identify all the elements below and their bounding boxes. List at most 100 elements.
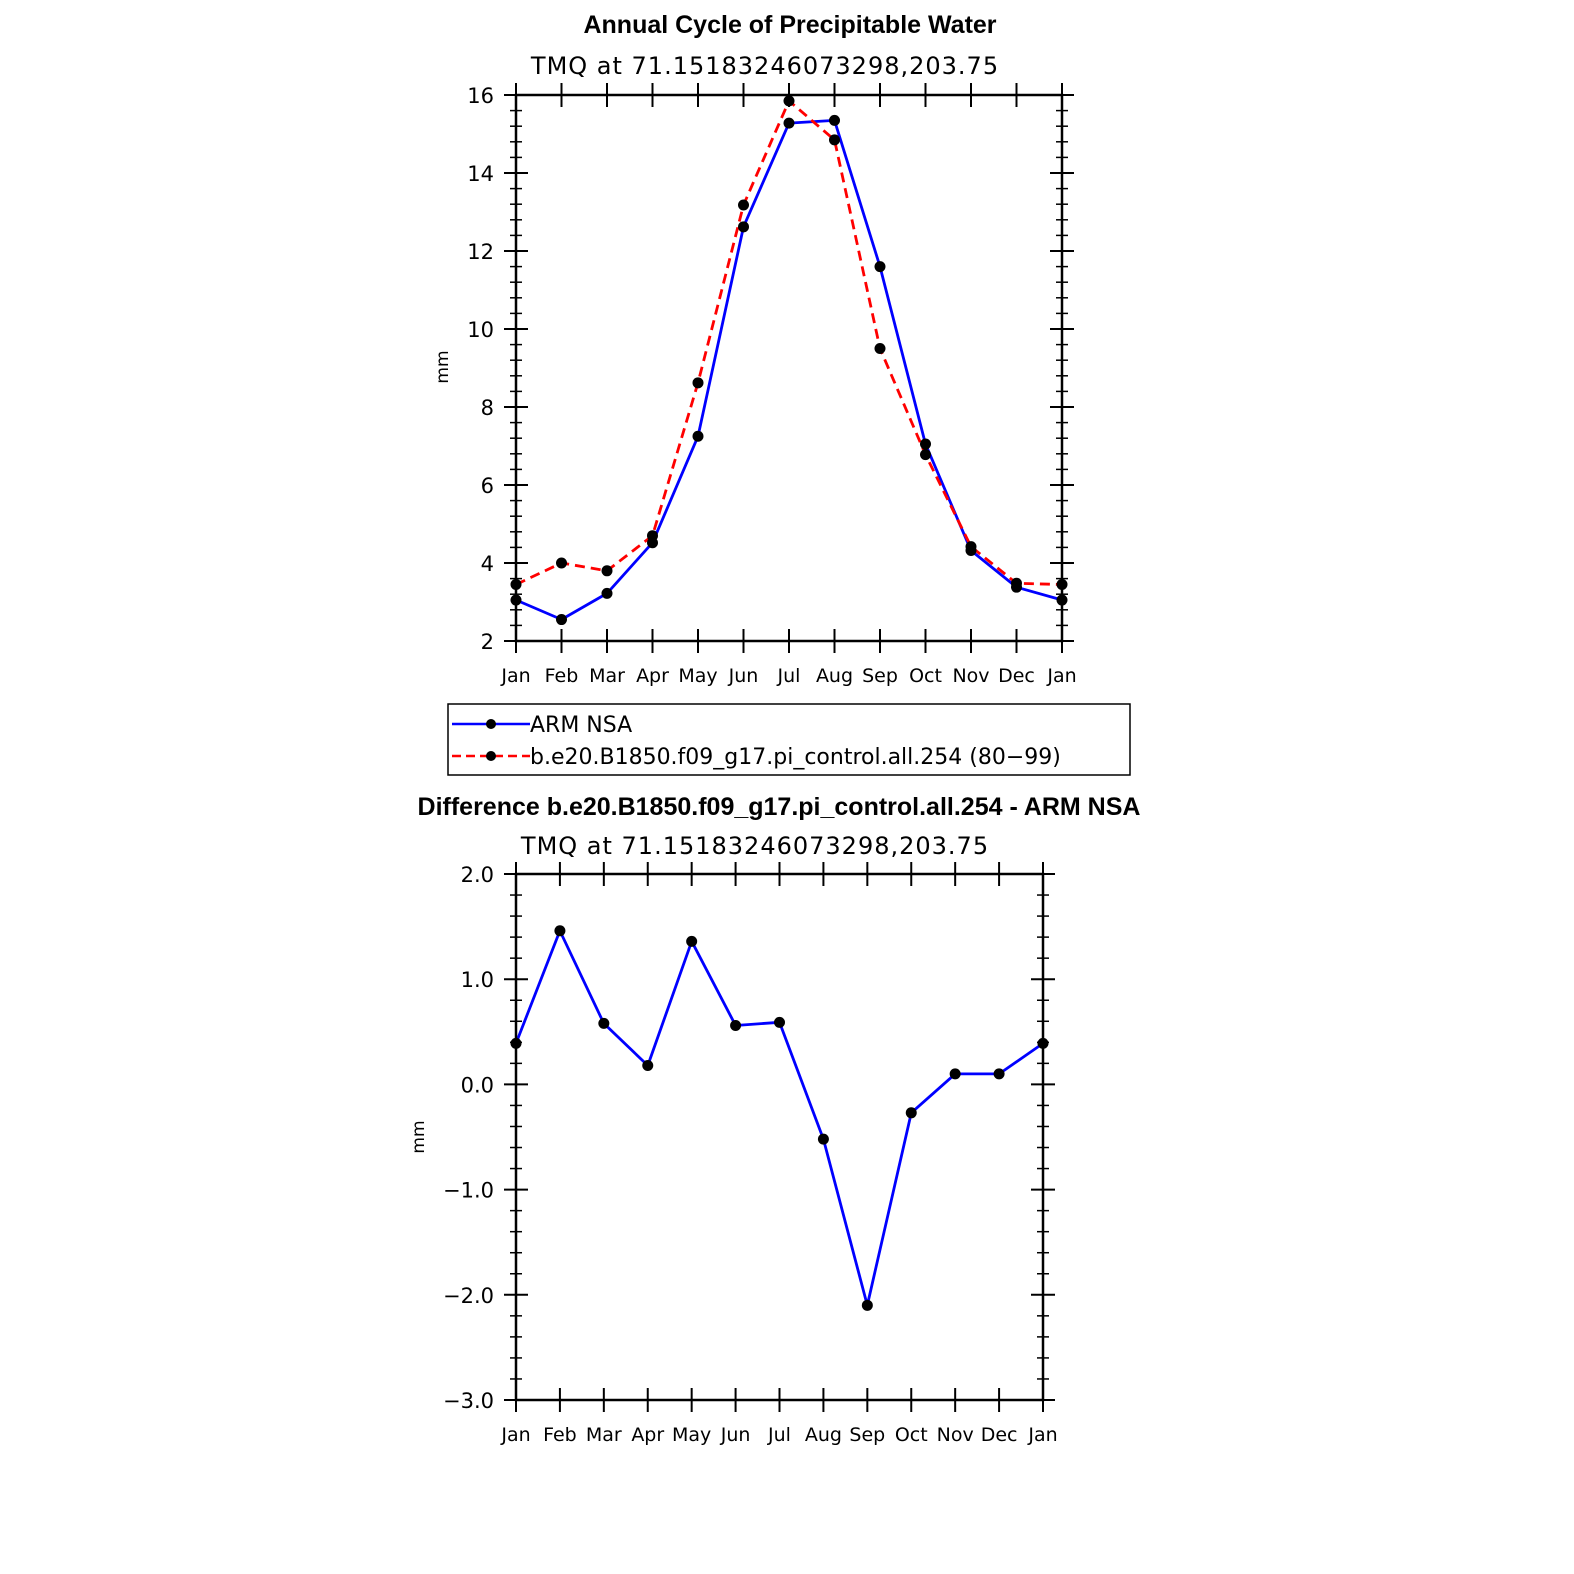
top-xtick-label: Jul: [777, 665, 801, 687]
difference-panel: Difference b.e20.B1850.f09_g17.pi_contro…: [409, 793, 1140, 1446]
legend-model-marker: [486, 751, 496, 761]
bottom-series-0-point: [642, 1059, 654, 1071]
top-series-1-point: [965, 541, 977, 553]
bottom-y-axis-label: mm: [409, 1120, 429, 1153]
bottom-series-0-point: [598, 1017, 610, 1029]
top-series-1-point: [1011, 577, 1022, 589]
bottom-xtick-label: Nov: [937, 1424, 974, 1446]
bottom-x-tick-labels: Jan Feb Mar Apr May Jun Jul Aug Sep Oct Nov Dec Jan: [500, 1424, 1057, 1446]
top-series-0-point: [874, 261, 886, 273]
top-series-line-1: [515, 99, 1063, 586]
bottom-ytick-label: 1.0: [461, 968, 494, 992]
top-series-markers: [510, 95, 1068, 626]
top-xtick-label: Jan: [1046, 665, 1076, 687]
bottom-ytick-label: 0.0: [461, 1073, 494, 1097]
top-xtick-label: Jan: [500, 665, 530, 687]
bottom-ytick-label: −3.0: [443, 1389, 494, 1413]
bottom-subtitle: TMQ at 71.15183246073298,203.75: [520, 832, 989, 860]
bottom-xtick-label: Jan: [1027, 1424, 1057, 1446]
bottom-ytick-label: 2.0: [461, 863, 494, 887]
top-ytick-label: 10: [467, 318, 494, 342]
top-series-1-point: [738, 199, 749, 211]
bottom-ytick-label: −1.0: [443, 1179, 494, 1203]
top-series-0-point: [556, 614, 567, 626]
top-xtick-label: Dec: [998, 665, 1035, 687]
annual-cycle-panel: Annual Cycle of Precipitable Water TMQ a…: [433, 11, 1077, 687]
bottom-series-line-0: [514, 929, 1044, 1307]
top-series-0-point: [829, 114, 840, 126]
bottom-series-0-point: [686, 935, 698, 947]
bottom-series-markers: [510, 925, 1049, 1311]
bottom-series-0-point: [993, 1068, 1005, 1080]
top-series-1-point: [874, 343, 886, 354]
top-ytick-label: 16: [467, 84, 494, 108]
top-xtick-label: Oct: [909, 665, 942, 687]
bottom-series-0-point: [905, 1107, 917, 1119]
bottom-xtick-label: Jul: [767, 1424, 791, 1446]
top-series-1-point: [783, 95, 795, 107]
top-series-0-point: [738, 221, 749, 233]
top-y-tick-labels: 2 4 6 8 10 12 14 16: [467, 84, 494, 654]
bottom-y-tick-labels: −3.0 −2.0 −1.0 0.0 1.0 2.0: [443, 863, 494, 1413]
legend-obs-label: ARM NSA: [530, 713, 632, 738]
bottom-series-0-point: [817, 1133, 829, 1145]
top-series-1-point: [647, 530, 658, 542]
bottom-series-0-point: [949, 1068, 961, 1080]
bottom-xtick-label: Jun: [720, 1424, 751, 1446]
bottom-ytick-label: −2.0: [443, 1284, 494, 1308]
bottom-xtick-label: May: [672, 1424, 711, 1446]
bottom-xtick-label: Feb: [543, 1424, 577, 1446]
legend-box: [447, 703, 1131, 776]
bottom-xtick-label: Apr: [631, 1424, 664, 1446]
top-subtitle: TMQ at 71.15183246073298,203.75: [530, 52, 999, 80]
top-xtick-label: Sep: [862, 665, 898, 687]
bottom-xtick-label: Mar: [586, 1424, 622, 1446]
top-series-0-point: [601, 587, 613, 599]
legend-obs-marker: [486, 719, 496, 729]
bottom-series-0-point: [861, 1299, 873, 1311]
bottom-axis-ticks: [504, 862, 1055, 1412]
bottom-xtick-label: Aug: [805, 1424, 842, 1446]
bottom-xtick-label: Dec: [981, 1424, 1018, 1446]
bottom-title: Difference b.e20.B1850.f09_g17.pi_contro…: [418, 793, 1141, 821]
top-xtick-label: Apr: [636, 665, 669, 687]
top-xtick-label: Feb: [545, 665, 579, 687]
top-ytick-label: 6: [481, 474, 494, 498]
top-series-1-point: [601, 565, 613, 577]
bottom-xtick-label: Jan: [500, 1424, 530, 1446]
top-xtick-label: Aug: [816, 665, 853, 687]
top-series-0-point: [692, 430, 704, 442]
bottom-series-0-point: [774, 1016, 785, 1028]
top-ytick-label: 8: [481, 396, 494, 420]
bottom-plot-frame: [514, 872, 1045, 1402]
top-ytick-label: 12: [467, 240, 494, 264]
top-ytick-label: 4: [481, 552, 494, 576]
top-ytick-label: 14: [467, 162, 494, 186]
top-xtick-label: May: [678, 665, 717, 687]
bottom-series-0-point: [554, 925, 566, 937]
top-series-0-point: [783, 117, 795, 129]
top-series-1-point: [692, 377, 704, 389]
top-series-0-point: [920, 438, 931, 450]
top-ytick-label: 2: [481, 630, 494, 654]
bottom-xtick-label: Sep: [849, 1424, 885, 1446]
top-y-axis-label: mm: [433, 350, 453, 383]
top-series-line-0: [515, 119, 1063, 621]
bottom-series-lines: [514, 929, 1044, 1307]
bottom-series-0-point: [730, 1019, 742, 1031]
top-series-1-point: [556, 557, 567, 569]
top-title: Annual Cycle of Precipitable Water: [583, 11, 996, 39]
legend-model-label: b.e20.B1850.f09_g17.pi_control.all.254 (…: [530, 745, 1061, 770]
legend: ARM NSA b.e20.B1850.f09_g17.pi_control.a…: [447, 703, 1131, 776]
top-axis-ticks: [504, 83, 1074, 653]
top-series-1-point: [920, 449, 931, 461]
top-xtick-label: Nov: [952, 665, 989, 687]
top-x-tick-labels: Jan Feb Mar Apr May Jun Jul Aug Sep Oct Nov Dec Jan: [500, 665, 1076, 687]
top-series-1-point: [829, 134, 840, 146]
top-series-lines: [515, 99, 1063, 621]
top-xtick-label: Jun: [728, 665, 759, 687]
top-plot-frame: [514, 93, 1064, 643]
bottom-xtick-label: Oct: [895, 1424, 928, 1446]
top-xtick-label: Mar: [589, 665, 625, 687]
